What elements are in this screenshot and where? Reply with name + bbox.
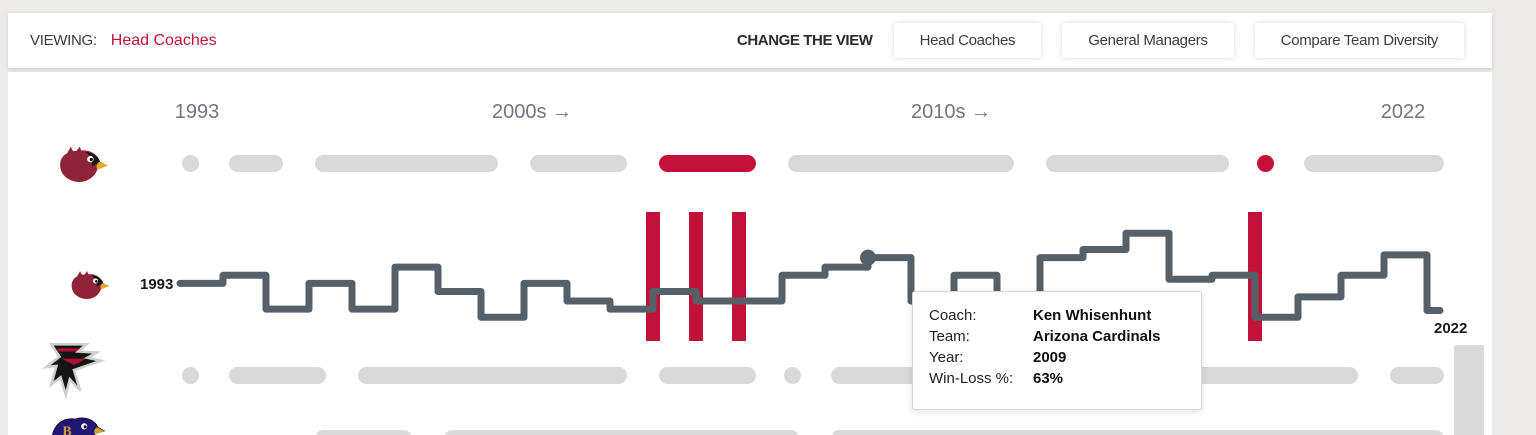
tooltip-winloss-label: Win-Loss %:	[929, 370, 1014, 387]
view-toolbar: VIEWING: Head Coaches CHANGE THE VIEW He…	[8, 13, 1492, 68]
axis-label-2010s: 2010s →	[910, 101, 992, 123]
team-logo-atlanta-falcons-icon	[40, 335, 108, 401]
tenure-pill[interactable]	[1390, 367, 1444, 384]
tenure-pill[interactable]	[784, 367, 801, 384]
minority-year-bar-2004	[646, 212, 660, 341]
svg-text:B: B	[63, 423, 72, 435]
general-managers-button[interactable]: General Managers	[1062, 23, 1234, 58]
tenure-pill[interactable]	[229, 367, 326, 384]
tenure-pill[interactable]	[229, 155, 283, 172]
minority-year-bar-2006	[732, 212, 746, 341]
tenure-pill[interactable]	[1046, 155, 1229, 172]
change-the-view-label: CHANGE THE VIEW	[736, 32, 873, 49]
tenure-pill[interactable]	[315, 430, 412, 435]
tooltip-row-winloss: Win-Loss %: 63%	[929, 368, 1185, 389]
vertical-scrollbar-thumb[interactable]	[1454, 345, 1484, 435]
viewing-current-value: Head Coaches	[110, 31, 217, 49]
line-end-year-label: 2022	[1434, 320, 1468, 337]
team-logo-baltimore-ravens-icon: B	[48, 408, 106, 435]
timeline-panel: 1993 2000s → 2010s → 2022 B 1993 2022 Coach…	[8, 72, 1492, 435]
winloss-step-chart[interactable]	[8, 72, 1492, 435]
tooltip-row-team: Team: Arizona Cardinals	[929, 326, 1185, 347]
tooltip-year-value: 2009	[1033, 349, 1067, 366]
tenure-pill[interactable]	[444, 430, 799, 435]
line-start-year-label: 1993	[140, 276, 174, 293]
winloss-line[interactable]	[176, 229, 1444, 321]
tenure-pill[interactable]	[831, 430, 1444, 435]
tooltip-team-value: Arizona Cardinals	[1033, 328, 1161, 345]
tooltip-coach-label: Coach:	[929, 307, 977, 324]
coach-tooltip: Coach: Ken Whisenhunt Team: Arizona Card…	[912, 291, 1202, 410]
tenure-pill[interactable]	[1304, 155, 1444, 172]
team-logo-arizona-cardinals-icon	[66, 268, 111, 308]
head-coaches-button[interactable]: Head Coaches	[893, 23, 1042, 58]
tenure-pill[interactable]	[182, 367, 199, 384]
tenure-pill[interactable]	[182, 155, 199, 172]
team-logo-arizona-cardinals-icon	[53, 142, 110, 194]
viewing-indicator: VIEWING: Head Coaches	[8, 32, 217, 50]
tenure-pill[interactable]	[315, 155, 498, 172]
tenure-pill-minority[interactable]	[659, 155, 756, 172]
viewing-label: VIEWING:	[30, 32, 97, 49]
view-switcher: CHANGE THE VIEW Head Coaches General Man…	[737, 23, 1492, 58]
tooltip-winloss-value: 63%	[1033, 370, 1064, 387]
tenure-pill[interactable]	[659, 367, 756, 384]
minority-year-bar-2005	[689, 212, 703, 341]
axis-label-1993: 1993	[174, 101, 220, 123]
tenure-pill[interactable]	[530, 155, 627, 172]
tenure-pill[interactable]	[788, 155, 1014, 172]
tooltip-row-coach: Coach: Ken Whisenhunt	[929, 305, 1185, 326]
axis-label-2000s: 2000s →	[491, 101, 573, 123]
compare-team-diversity-button[interactable]: Compare Team Diversity	[1254, 23, 1464, 58]
tooltip-coach-value: Ken Whisenhunt	[1033, 307, 1152, 324]
tooltip-row-year: Year: 2009	[929, 347, 1185, 368]
tenure-pill[interactable]	[358, 367, 627, 384]
tenure-pill-minority[interactable]	[1257, 155, 1274, 172]
tooltip-team-label: Team:	[929, 328, 970, 345]
tooltip-year-label: Year:	[929, 349, 964, 366]
hovered-point-marker	[860, 249, 876, 266]
axis-label-2022: 2022	[1380, 101, 1426, 123]
